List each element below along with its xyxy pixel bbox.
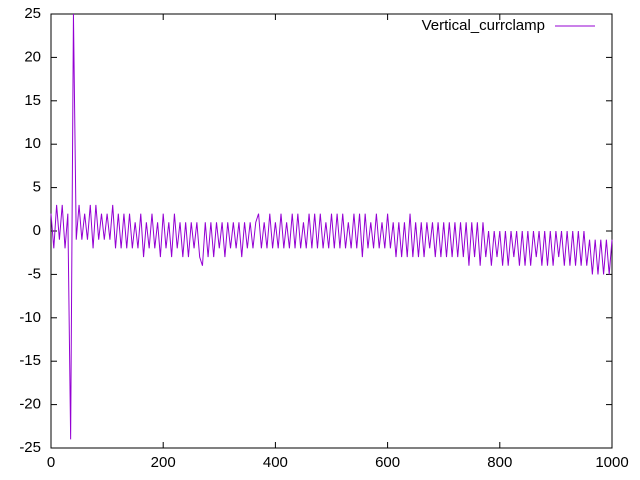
y-tick-label: 20 [24, 48, 41, 65]
y-tick-label: 25 [24, 5, 41, 22]
x-tick-label: 200 [151, 454, 176, 471]
x-tick-label: 400 [263, 454, 288, 471]
y-tick-label: -20 [19, 396, 41, 413]
y-tick-label: 10 [24, 135, 41, 152]
y-tick-label: 15 [24, 92, 41, 109]
y-tick-label: 5 [33, 179, 41, 196]
x-tick-label: 800 [487, 454, 512, 471]
x-tick-label: 1000 [595, 454, 628, 471]
x-tick-label: 0 [47, 454, 55, 471]
x-tick-label: 600 [375, 454, 400, 471]
y-tick-label: -15 [19, 352, 41, 369]
y-tick-label: -25 [19, 439, 41, 456]
data-line [50, 13, 613, 440]
y-tick-label: -5 [28, 265, 41, 282]
y-tick-label: 0 [33, 222, 41, 239]
y-tick-label: -10 [19, 309, 41, 326]
legend-label: Vertical_currclamp [422, 17, 545, 34]
